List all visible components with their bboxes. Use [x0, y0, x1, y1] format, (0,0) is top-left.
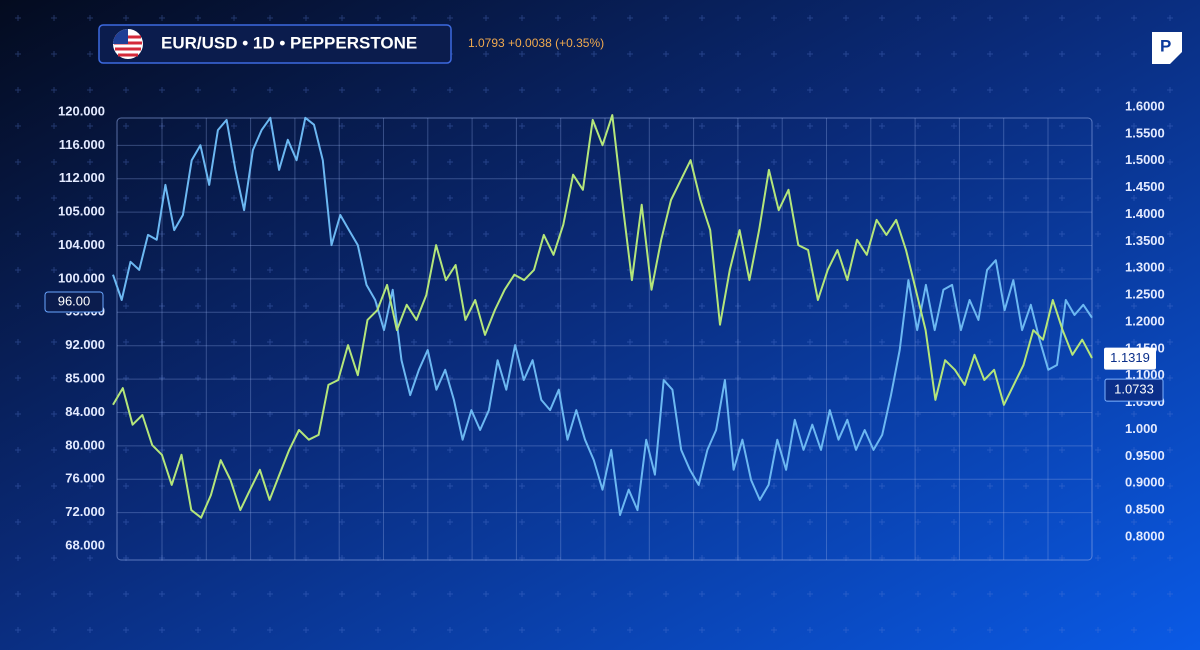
y-tick-label: 0.9000 [1125, 475, 1165, 490]
y-tick-label: 0.8000 [1125, 528, 1165, 543]
y-tick-label: 1.2500 [1125, 287, 1165, 302]
left-axis-label: 85.000 [65, 371, 105, 386]
y-tick-label: 1.000 [1125, 421, 1158, 436]
y-tick-label: 1.4500 [1125, 179, 1165, 194]
left-axis-label: 76.000 [65, 471, 105, 486]
left-axis-label: 112.000 [59, 170, 105, 185]
y-tick-label: 1.2000 [1125, 313, 1165, 328]
y-tick-label: 1.5500 [1125, 125, 1165, 140]
price-label: 1.0733 [1114, 382, 1154, 397]
symbol-box[interactable] [98, 24, 452, 64]
y-tick-label: 1.3500 [1125, 233, 1165, 248]
price-label-box [1104, 378, 1164, 402]
y-tick-label: 1.1000 [1125, 367, 1165, 382]
y-tick-label: 1.6000 [1125, 98, 1165, 113]
price-line [112, 114, 1093, 519]
left-axis-label: 80.000 [65, 437, 105, 452]
left-axis-label: 72.000 [65, 504, 105, 519]
y-tick-label: 1.5000 [1125, 152, 1165, 167]
left-axis-label: 92.000 [65, 337, 105, 352]
labels: 120.000 116.000 112.000 105.000 104.000 100.0… [44, 98, 1165, 552]
left-axis-label: 105.000 [58, 204, 105, 219]
left-axis-label: 116.000 [59, 137, 105, 152]
left-marker-box [44, 291, 104, 313]
left-axis-label: 68.000 [65, 537, 105, 552]
price-label: 1.1319 [1110, 350, 1150, 365]
flag-icon [113, 29, 143, 59]
logo: P [1152, 32, 1182, 64]
price-line [112, 116, 1093, 516]
lines [112, 114, 1093, 519]
left-marker: 96.00 [58, 293, 91, 308]
quote: 1.0793 +0.0038 (+0.35%) [468, 36, 604, 50]
plot-frame [116, 117, 1093, 561]
left-axis-label: 84.000 [65, 404, 105, 419]
symbol-title: EUR/USD • 1D • PEPPERSTONE [161, 33, 417, 52]
logo-letter: P [1160, 36, 1171, 55]
y-tick-label: 0.8500 [1125, 502, 1165, 517]
left-axis-label: 120.000 [58, 103, 105, 118]
left-axis-label: 100.000 [58, 270, 105, 285]
y-tick-label: 1.4000 [1125, 206, 1165, 221]
grid [117, 118, 1092, 560]
left-axis-label: 104.000 [58, 237, 105, 252]
y-tick-label: 0.9500 [1125, 448, 1165, 463]
price-label-box [1104, 347, 1156, 370]
y-tick-label: 1.3000 [1125, 260, 1165, 275]
